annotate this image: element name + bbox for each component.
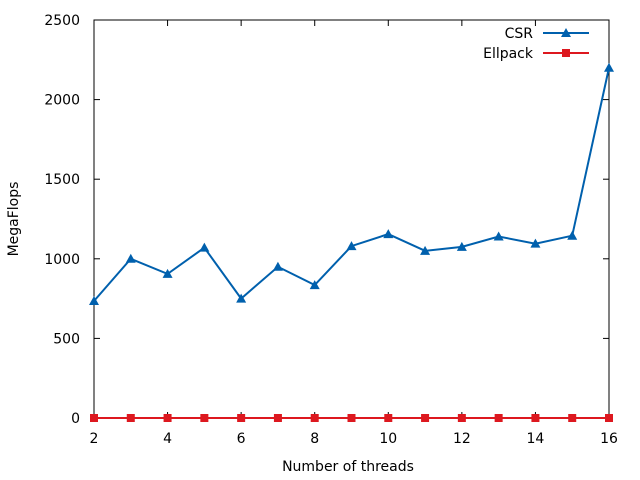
y-tick-label: 500	[53, 331, 80, 347]
data-point-csr	[199, 242, 210, 252]
data-point-csr	[604, 62, 614, 72]
y-tick-label: 2000	[44, 93, 80, 109]
data-point-ellpack	[200, 414, 209, 422]
x-tick-label: 2	[90, 431, 99, 447]
x-tick-label: 4	[163, 431, 172, 447]
data-point-ellpack	[237, 414, 246, 422]
data-point-ellpack	[457, 414, 466, 422]
legend: CSR Ellpack	[483, 26, 589, 62]
x-tick-label: 8	[310, 431, 319, 447]
legend-label-ellpack: Ellpack	[483, 46, 534, 62]
data-point-ellpack	[605, 414, 613, 422]
data-point-csr	[309, 280, 320, 290]
x-tick-label: 16	[600, 431, 618, 447]
data-point-csr	[493, 231, 504, 241]
data-point-ellpack	[347, 414, 356, 422]
data-point-csr	[236, 293, 247, 303]
data-point-ellpack	[531, 414, 540, 422]
y-axis-label: MegaFlops	[6, 182, 22, 257]
plot-frame	[93, 19, 610, 419]
data-point-csr	[420, 245, 431, 255]
y-tick-label: 1000	[44, 252, 80, 268]
data-point-ellpack	[421, 414, 430, 422]
data-point-csr	[346, 241, 357, 251]
data-point-ellpack	[273, 414, 282, 422]
series-csr	[89, 62, 614, 305]
data-point-ellpack	[494, 414, 503, 422]
data-point-ellpack	[384, 414, 393, 422]
series-line-csr	[93, 67, 610, 302]
data-point-csr	[272, 261, 283, 271]
data-point-csr	[530, 238, 541, 248]
x-tick-label: 6	[237, 431, 246, 447]
legend-marker-csr	[561, 28, 571, 37]
data-point-csr	[125, 253, 136, 263]
data-point-ellpack	[126, 414, 135, 422]
data-point-ellpack	[163, 414, 172, 422]
axes: 0 500 1000 1500 2000 2500 2 4 6 8 10 12 14 16	[44, 13, 618, 447]
x-tick-label: 14	[527, 431, 545, 447]
y-tick-label: 2500	[44, 13, 80, 29]
data-point-ellpack	[310, 414, 319, 422]
data-point-ellpack	[90, 414, 98, 422]
series-layer	[89, 62, 614, 422]
data-point-csr	[456, 241, 467, 251]
y-tick-label: 1500	[44, 172, 80, 188]
data-point-csr	[162, 268, 173, 278]
series-ellpack	[90, 414, 613, 422]
x-axis-label: Number of threads	[282, 459, 414, 475]
data-point-csr	[383, 229, 394, 239]
y-tick-label: 0	[71, 411, 80, 427]
legend-label-csr: CSR	[505, 26, 534, 42]
data-point-ellpack	[568, 414, 577, 422]
legend-marker-ellpack	[562, 49, 570, 57]
data-point-csr	[567, 230, 578, 240]
data-point-csr	[89, 295, 99, 305]
x-tick-label: 12	[453, 431, 471, 447]
x-tick-label: 10	[379, 431, 397, 447]
